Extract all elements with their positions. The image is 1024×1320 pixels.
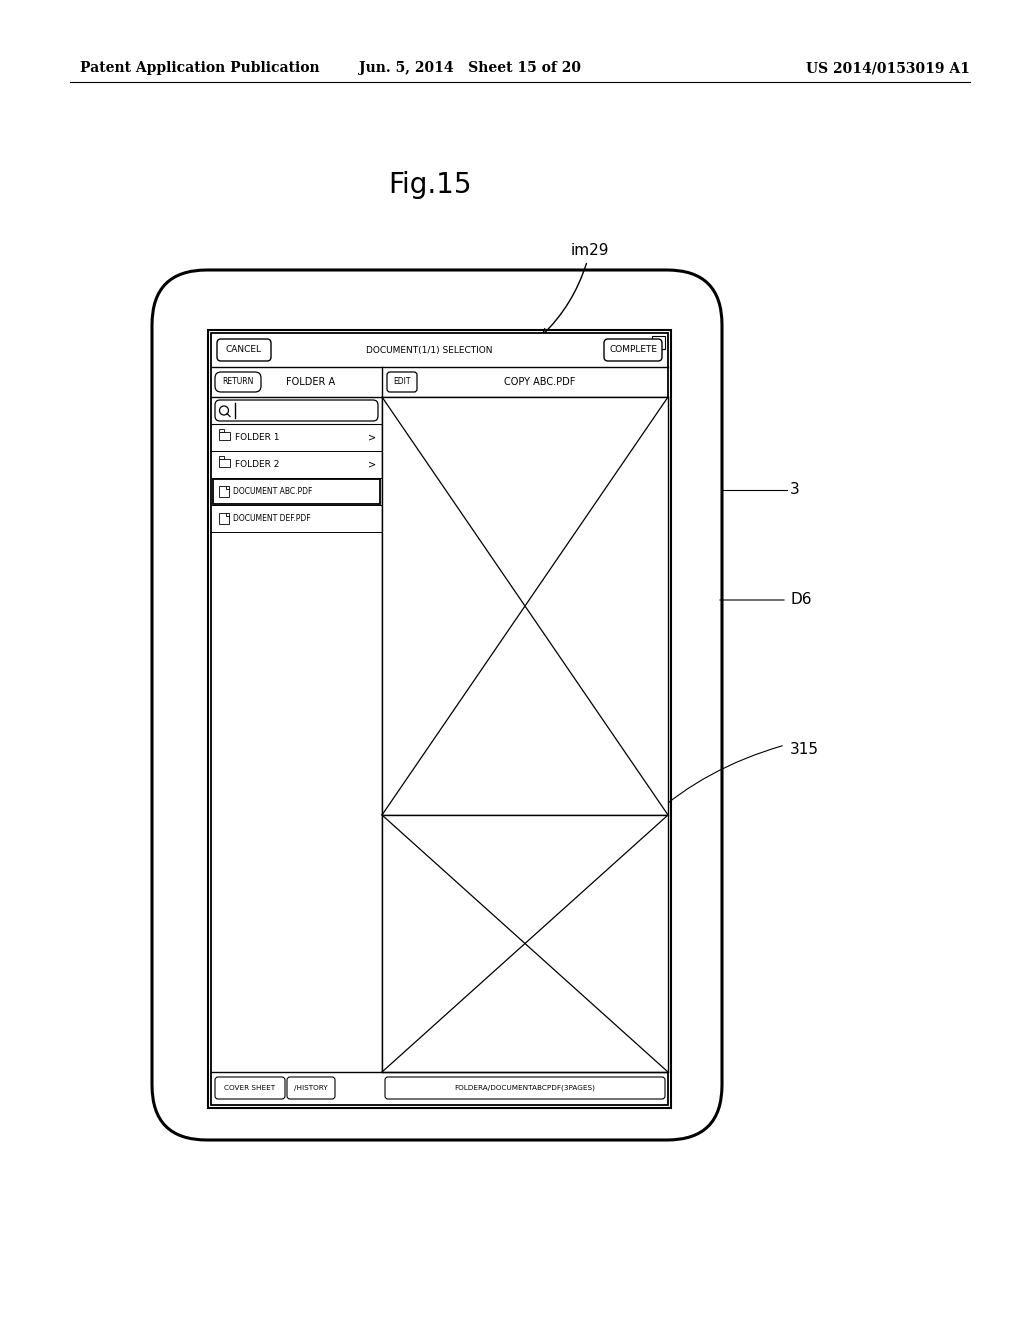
FancyBboxPatch shape bbox=[152, 271, 722, 1140]
Text: FOLDER A: FOLDER A bbox=[287, 378, 336, 387]
Text: Jun. 5, 2014   Sheet 15 of 20: Jun. 5, 2014 Sheet 15 of 20 bbox=[359, 61, 581, 75]
Text: im29: im29 bbox=[543, 243, 609, 335]
Text: COVER SHEET: COVER SHEET bbox=[224, 1085, 275, 1092]
Text: 315: 315 bbox=[790, 742, 819, 758]
Bar bbox=[219, 457, 224, 459]
Bar bbox=[208, 330, 671, 1107]
Text: US 2014/0153019 A1: US 2014/0153019 A1 bbox=[806, 61, 970, 75]
Bar bbox=[382, 814, 668, 1072]
Text: Fig.15: Fig.15 bbox=[388, 172, 472, 199]
Bar bbox=[219, 432, 230, 440]
Text: Patent Application Publication: Patent Application Publication bbox=[80, 61, 319, 75]
FancyBboxPatch shape bbox=[385, 1077, 665, 1100]
Text: FOLDER 1: FOLDER 1 bbox=[234, 433, 280, 442]
Bar bbox=[219, 429, 224, 433]
Text: CANCEL: CANCEL bbox=[226, 346, 262, 355]
Text: 3: 3 bbox=[790, 483, 800, 498]
Bar bbox=[652, 337, 665, 348]
Text: DOCUMENT(1/1) SELECTION: DOCUMENT(1/1) SELECTION bbox=[367, 346, 493, 355]
FancyBboxPatch shape bbox=[215, 1077, 285, 1100]
Text: >: > bbox=[368, 433, 376, 442]
FancyBboxPatch shape bbox=[287, 1077, 335, 1100]
Bar bbox=[213, 479, 380, 504]
Text: COMPLETE: COMPLETE bbox=[609, 346, 657, 355]
FancyBboxPatch shape bbox=[387, 372, 417, 392]
Text: D6: D6 bbox=[790, 593, 811, 607]
FancyBboxPatch shape bbox=[217, 339, 271, 360]
Text: DOCUMENT ABC.PDF: DOCUMENT ABC.PDF bbox=[233, 487, 312, 496]
FancyBboxPatch shape bbox=[215, 372, 261, 392]
Text: im30: im30 bbox=[245, 752, 284, 767]
Text: COPY ABC.PDF: COPY ABC.PDF bbox=[504, 378, 575, 387]
Text: EDIT: EDIT bbox=[393, 378, 411, 387]
FancyBboxPatch shape bbox=[604, 339, 662, 360]
Text: RETURN: RETURN bbox=[222, 378, 254, 387]
Text: FOLDERA/DOCUMENTABCPDF(3PAGES): FOLDERA/DOCUMENTABCPDF(3PAGES) bbox=[455, 1085, 595, 1092]
Text: >: > bbox=[368, 459, 376, 470]
Bar bbox=[219, 459, 230, 467]
Bar bbox=[219, 512, 229, 524]
Text: im31: im31 bbox=[370, 672, 409, 688]
Bar bbox=[219, 486, 229, 496]
FancyBboxPatch shape bbox=[215, 400, 378, 421]
Text: /HISTORY: /HISTORY bbox=[294, 1085, 328, 1092]
Text: FOLDER 2: FOLDER 2 bbox=[234, 459, 280, 469]
Text: DOCUMENT DEF.PDF: DOCUMENT DEF.PDF bbox=[233, 513, 310, 523]
Bar bbox=[211, 333, 668, 1105]
Bar bbox=[382, 397, 668, 814]
